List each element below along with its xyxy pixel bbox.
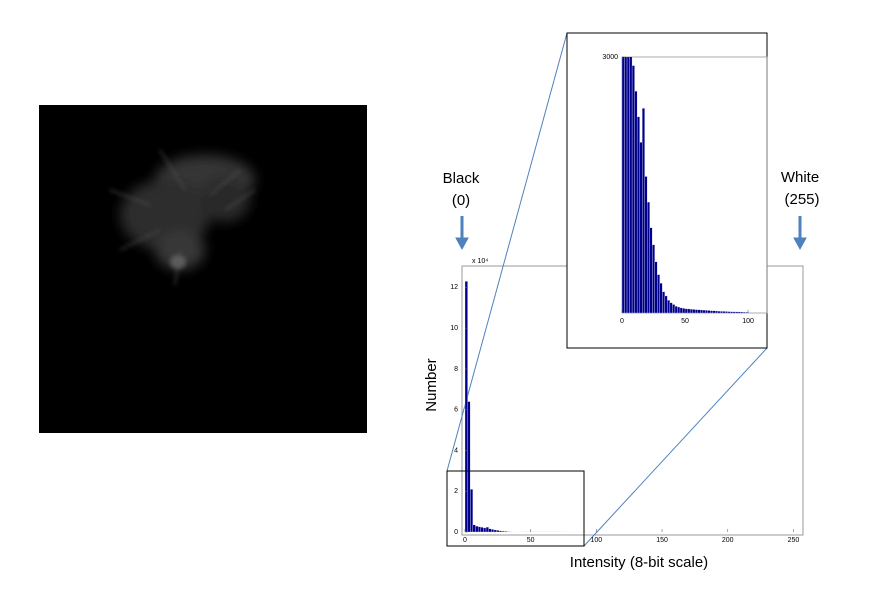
bar bbox=[493, 529, 497, 533]
y-tick-label: 2 bbox=[454, 488, 458, 495]
bar bbox=[649, 227, 653, 313]
y-tick-label: 3000 bbox=[602, 54, 618, 61]
bar bbox=[634, 90, 638, 313]
bar bbox=[647, 201, 650, 313]
bar bbox=[470, 489, 474, 533]
bar bbox=[677, 306, 681, 313]
y-tick-label: 10 bbox=[450, 325, 458, 332]
bar bbox=[664, 295, 668, 313]
bar bbox=[694, 309, 698, 313]
bar bbox=[642, 108, 645, 313]
bar bbox=[720, 311, 724, 313]
bar bbox=[737, 311, 741, 313]
bar bbox=[626, 57, 630, 313]
y-axis-label: Number bbox=[423, 358, 440, 411]
x-tick-label: 250 bbox=[788, 537, 800, 544]
x-tick-label: 200 bbox=[722, 537, 734, 544]
bar bbox=[740, 311, 744, 313]
bar bbox=[689, 309, 693, 313]
bar bbox=[700, 309, 703, 313]
bar bbox=[745, 311, 749, 313]
bar bbox=[715, 310, 718, 313]
bar bbox=[499, 530, 502, 533]
cell-image bbox=[39, 105, 367, 433]
bar bbox=[506, 531, 510, 533]
bar bbox=[631, 65, 635, 313]
zoom-box bbox=[446, 470, 585, 547]
bar bbox=[697, 309, 701, 313]
bar bbox=[475, 525, 479, 533]
bar bbox=[710, 310, 713, 313]
bar bbox=[684, 308, 688, 313]
bar bbox=[662, 291, 666, 313]
inset-frame bbox=[566, 32, 768, 349]
bar bbox=[483, 527, 487, 533]
bar bbox=[467, 401, 471, 533]
bar bbox=[727, 311, 731, 313]
bar bbox=[705, 310, 708, 313]
bar bbox=[692, 309, 696, 313]
bar bbox=[472, 524, 476, 533]
bar bbox=[480, 527, 484, 533]
bar bbox=[477, 526, 481, 533]
bar bbox=[488, 528, 492, 533]
y-tick-label: 8 bbox=[454, 366, 458, 373]
bar bbox=[636, 116, 640, 313]
bar bbox=[669, 302, 673, 313]
bar bbox=[659, 282, 663, 313]
bar bbox=[702, 309, 706, 313]
bar bbox=[667, 300, 671, 313]
bar bbox=[679, 307, 683, 313]
y-tick-label: 0 bbox=[454, 529, 458, 536]
x-tick-label: 0 bbox=[620, 318, 624, 325]
arrows bbox=[455, 216, 807, 251]
bar bbox=[496, 530, 500, 533]
annotation: (255) bbox=[784, 191, 819, 208]
bar bbox=[491, 529, 495, 533]
x-tick-label: 50 bbox=[527, 537, 535, 544]
bar bbox=[682, 308, 686, 313]
bars bbox=[622, 57, 749, 313]
bar bbox=[732, 311, 736, 313]
bar bbox=[644, 176, 648, 313]
annotation: (0) bbox=[452, 192, 470, 209]
bar bbox=[652, 244, 655, 313]
bar bbox=[485, 526, 489, 533]
bar bbox=[622, 57, 625, 313]
x-tick-label: 100 bbox=[742, 318, 754, 325]
bar bbox=[672, 304, 676, 313]
x-tick-label: 0 bbox=[463, 537, 467, 544]
bar bbox=[742, 311, 746, 313]
bar bbox=[722, 311, 726, 313]
bar bbox=[712, 310, 716, 313]
bar bbox=[687, 308, 691, 313]
bar bbox=[725, 311, 729, 313]
y-tick-label: 4 bbox=[454, 447, 458, 454]
bar bbox=[735, 311, 739, 313]
bar bbox=[501, 530, 505, 533]
annotation: Black bbox=[443, 170, 480, 187]
annotation: White bbox=[781, 169, 819, 186]
bar bbox=[730, 311, 734, 313]
bar bbox=[624, 57, 628, 313]
x-axis-label: Intensity (8-bit scale) bbox=[570, 554, 708, 571]
bar bbox=[707, 310, 711, 313]
y-tick-label: 6 bbox=[454, 407, 458, 414]
bar bbox=[639, 142, 643, 313]
x-tick-label: 100 bbox=[591, 537, 603, 544]
bar bbox=[629, 57, 633, 313]
bar bbox=[657, 274, 660, 313]
bar bbox=[504, 531, 508, 533]
bar bbox=[717, 310, 721, 313]
x-tick-label: 150 bbox=[656, 537, 668, 544]
y-tick-label: 12 bbox=[450, 284, 458, 291]
y-multiplier: x 10⁴ bbox=[472, 258, 488, 265]
bar bbox=[674, 306, 678, 313]
x-tick-label: 50 bbox=[681, 318, 689, 325]
bar bbox=[464, 281, 468, 533]
bar bbox=[654, 261, 658, 313]
